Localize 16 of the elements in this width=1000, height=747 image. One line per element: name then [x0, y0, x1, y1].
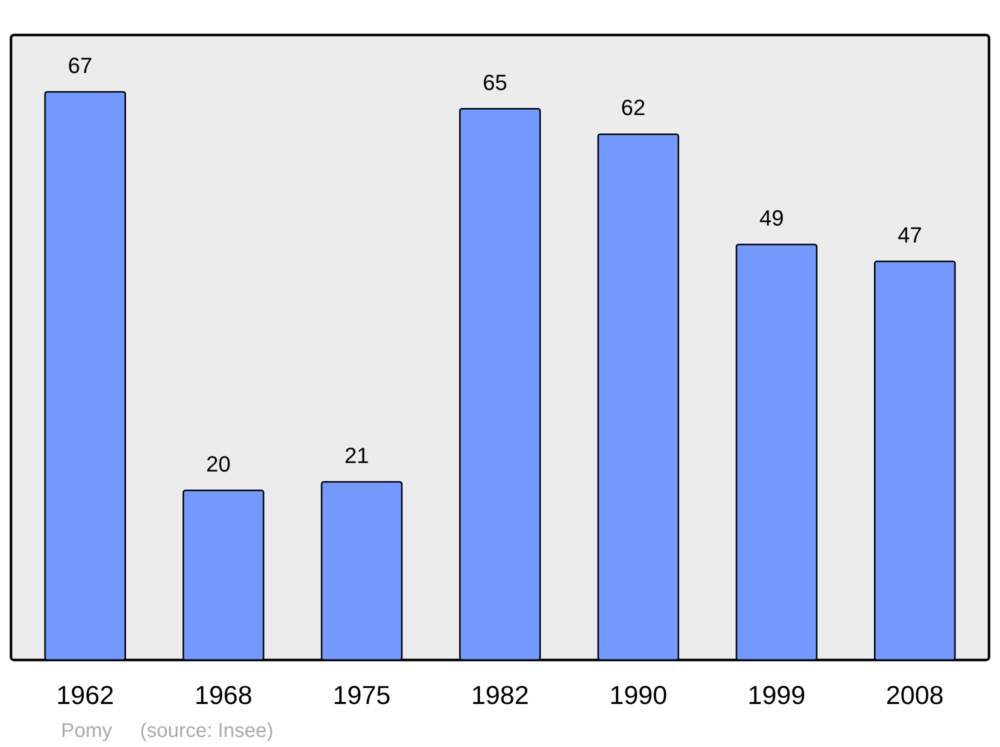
data-label: 47	[898, 222, 922, 248]
x-tick-label: 1990	[609, 680, 668, 710]
data-label: 67	[68, 52, 92, 78]
data-label: 65	[482, 70, 508, 95]
data-label: 62	[621, 95, 646, 120]
text: (source: Insee)	[140, 720, 274, 742]
data-label: 20	[206, 451, 231, 476]
x-tick-label: 1962	[56, 680, 114, 710]
x-tick-label: 1975	[332, 680, 391, 710]
data-label: 21	[344, 442, 369, 468]
x-tick-label: 1982	[471, 680, 529, 710]
x-tick-label: 1999	[748, 680, 806, 710]
data-label: 49	[759, 205, 784, 230]
x-tick-label: 1968	[194, 680, 252, 710]
text: Pomy	[61, 720, 112, 742]
x-tick-label: 2008	[886, 680, 944, 710]
